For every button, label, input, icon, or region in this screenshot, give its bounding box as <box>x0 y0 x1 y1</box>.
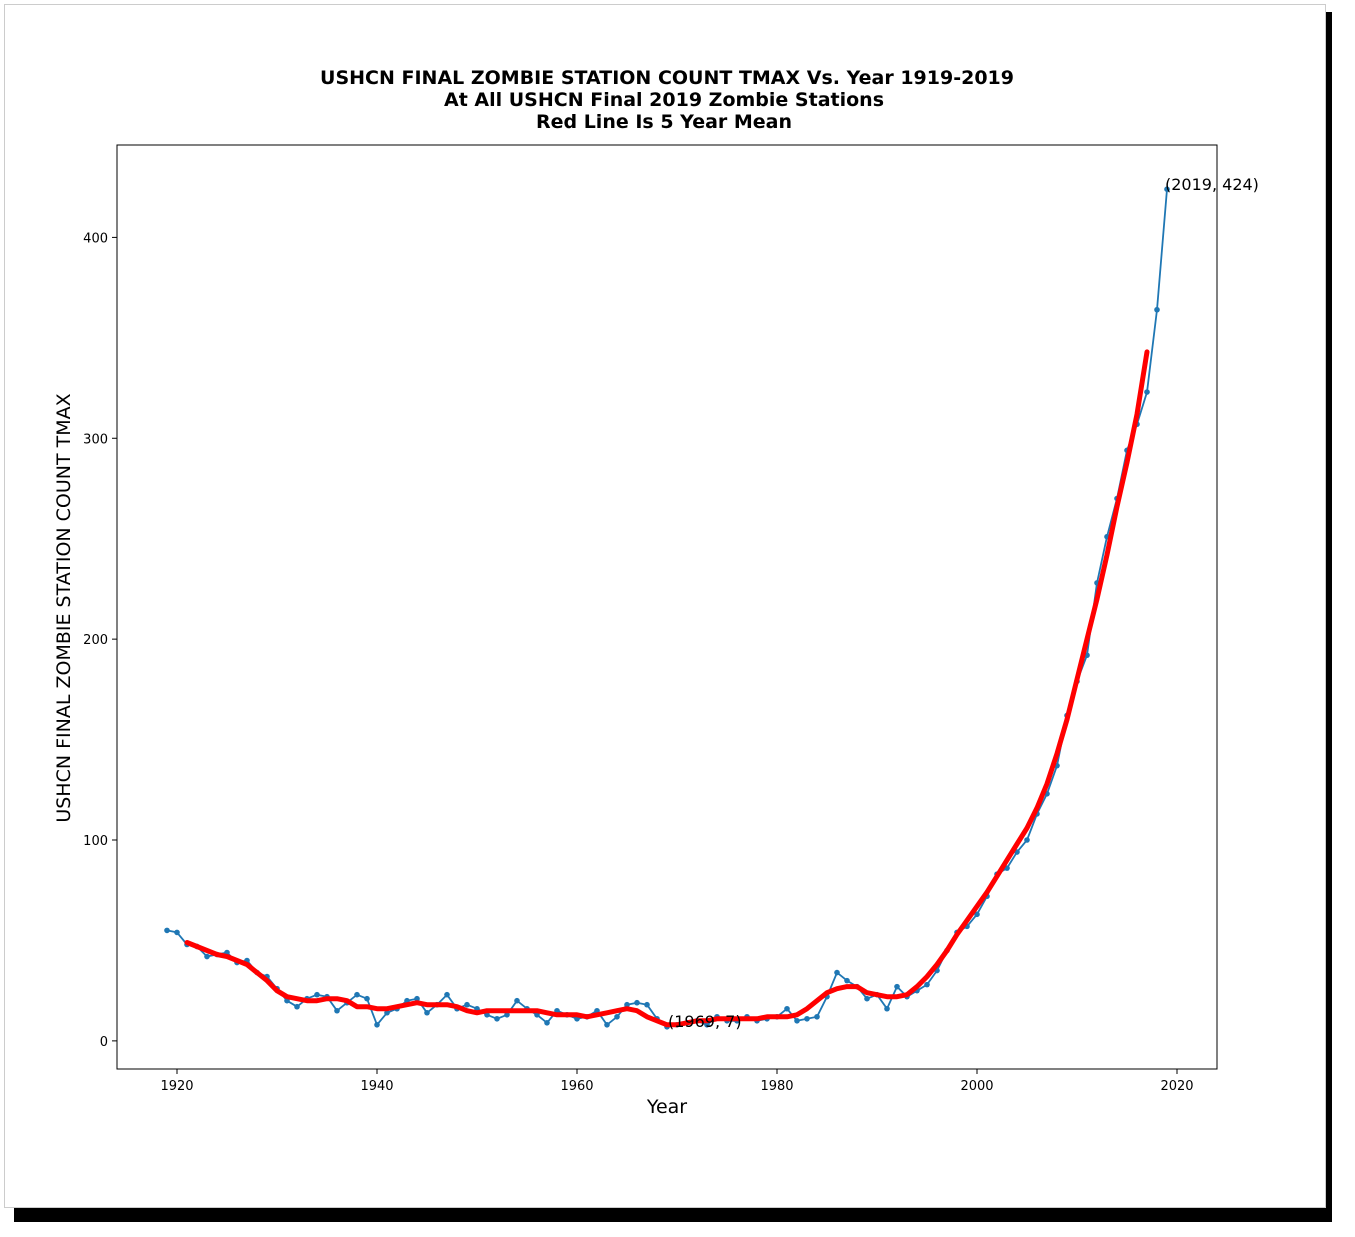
y-tick-label: 200 <box>83 633 108 648</box>
data-point <box>1164 186 1170 192</box>
annotation-min: (1969, 7) <box>668 1012 742 1031</box>
data-point <box>704 1022 710 1028</box>
data-point <box>384 1009 390 1016</box>
data-point <box>424 1009 430 1016</box>
data-point <box>414 995 420 1002</box>
x-tick-label: 1940 <box>360 1079 393 1094</box>
x-tick-label: 2020 <box>1160 1079 1193 1094</box>
data-point <box>844 977 850 984</box>
data-point <box>974 911 980 918</box>
data-point <box>634 999 640 1006</box>
data-point <box>374 1022 380 1028</box>
data-point <box>504 1011 510 1018</box>
annotation-max: (2019, 424) <box>1165 175 1259 194</box>
data-point <box>834 969 840 976</box>
data-point <box>314 991 320 998</box>
data-point <box>514 997 520 1004</box>
x-tick-label: 1920 <box>160 1079 193 1094</box>
y-tick-label: 0 <box>100 1035 108 1050</box>
data-point <box>1154 306 1160 313</box>
series-line-5-year-mean <box>184 349 1150 1028</box>
data-point <box>294 1003 300 1010</box>
data-point <box>804 1015 810 1022</box>
y-axis-ticks: 0 100 200 300 400 <box>83 231 117 1050</box>
y-axis-label: USHCN FINAL ZOMBIE STATION COUNT TMAX <box>53 393 75 822</box>
chart-title-line-2: At All USHCN Final 2019 Zombie Stations <box>444 89 884 111</box>
data-point <box>174 929 180 936</box>
x-tick-label: 1960 <box>560 1079 593 1094</box>
chart-title-line-1: USHCN FINAL ZOMBIE STATION COUNT TMAX Vs… <box>320 67 1014 89</box>
data-point <box>784 1005 790 1012</box>
data-point <box>1024 837 1030 843</box>
data-point <box>444 991 450 998</box>
y-tick-label: 400 <box>83 231 108 246</box>
data-point <box>924 981 930 988</box>
x-tick-label: 1980 <box>760 1079 793 1094</box>
data-point <box>334 1007 340 1014</box>
data-point <box>544 1020 550 1026</box>
data-point <box>644 1001 650 1008</box>
data-point <box>164 927 170 934</box>
data-point <box>364 995 370 1002</box>
data-point <box>494 1015 500 1022</box>
data-point <box>884 1005 890 1012</box>
series-layer <box>164 186 1170 1030</box>
plot-area <box>116 144 1218 1070</box>
data-point <box>894 983 900 990</box>
data-point <box>464 1001 470 1008</box>
data-point <box>864 995 870 1002</box>
data-point <box>624 1001 630 1008</box>
x-axis-label: Year <box>646 1096 687 1118</box>
y-tick-label: 100 <box>83 834 108 849</box>
data-point <box>354 991 360 998</box>
data-point <box>604 1022 610 1028</box>
data-point <box>794 1017 800 1024</box>
x-axis-ticks: 1920 1940 1960 1980 2000 2020 <box>160 1069 1194 1094</box>
data-point <box>1144 389 1150 395</box>
data-point <box>614 1013 620 1020</box>
data-point <box>814 1013 820 1020</box>
y-tick-label: 300 <box>83 432 108 447</box>
x-tick-label: 2000 <box>960 1079 993 1094</box>
data-point <box>204 953 210 960</box>
chart-title-line-3: Red Line Is 5 Year Mean <box>536 111 792 133</box>
